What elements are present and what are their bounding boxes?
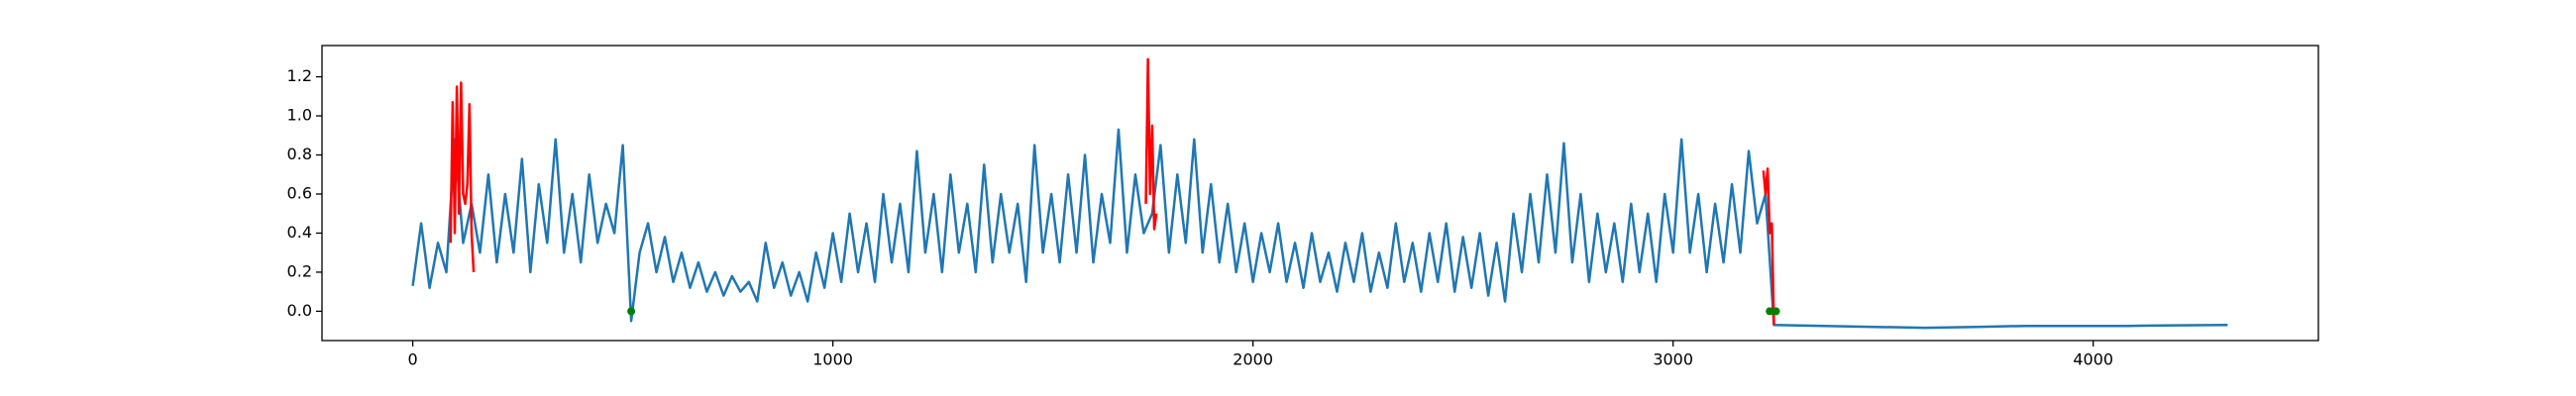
- y-tick-label: 0.8: [287, 145, 312, 163]
- marker-point: [1771, 307, 1780, 316]
- series-line: [1762, 167, 1775, 326]
- y-tick-label: 1.2: [287, 66, 312, 85]
- x-tick-label: 1000: [812, 350, 853, 369]
- axes-frame: [321, 45, 2319, 342]
- x-tick-label: 3000: [1653, 350, 1693, 369]
- y-tick-label: 0.4: [287, 223, 312, 242]
- y-tick-label: 1.0: [287, 106, 312, 125]
- marker-point: [1766, 307, 1774, 316]
- x-tick-label: 2000: [1233, 350, 1273, 369]
- y-tick-label: 0.0: [287, 301, 312, 320]
- x-tick-label: 0: [407, 350, 417, 369]
- y-tick-label: 0.6: [287, 183, 312, 202]
- marker-point: [627, 307, 636, 316]
- series-line: [1144, 57, 1158, 231]
- y-tick-label: 0.2: [287, 261, 312, 280]
- x-tick-label: 4000: [2073, 350, 2113, 369]
- series-line: [449, 81, 476, 272]
- series-line: [411, 128, 2228, 330]
